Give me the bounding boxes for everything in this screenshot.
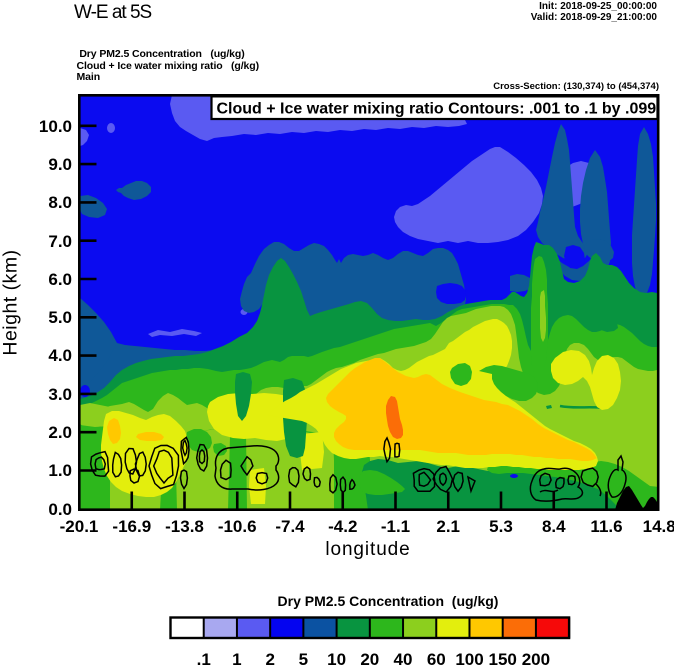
svg-text:Cloud + Ice water mixing ratio: Cloud + Ice water mixing ratio Contours:… [217, 101, 657, 118]
